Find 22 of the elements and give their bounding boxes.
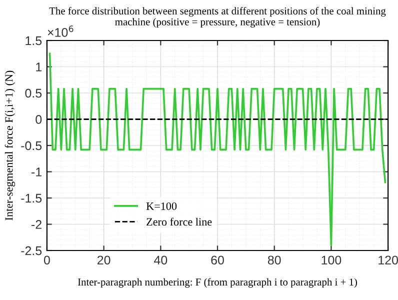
legend-label: K=100 — [146, 202, 177, 210]
y-tick-label: -1 — [32, 168, 42, 176]
x-tick-label: 20 — [97, 256, 110, 265]
legend-label: Zero force line — [146, 218, 212, 226]
x-tick-label: 0 — [44, 256, 50, 265]
y-tick-label: 1.5 — [26, 36, 42, 46]
y-tick-label: 0.5 — [25, 88, 42, 98]
x-tick-label: 40 — [154, 256, 168, 265]
x-tick-label: 100 — [322, 256, 342, 265]
x-axis-title: Inter-paragraph numbering: F (from paragraph i to paragraph i + 1) — [78, 278, 357, 288]
y-tick-label: 1 — [36, 62, 42, 72]
x-tick-label: 80 — [268, 256, 281, 265]
y-tick-label: -2.5 — [21, 246, 42, 256]
y-tick-label: 0 — [36, 115, 42, 124]
y-tick-label: -2 — [32, 220, 42, 229]
line-series — [48, 52, 386, 246]
text: ×10$^{6}$ — [48, 25, 74, 37]
y-axis-title: Inter-segmental force F(i,i+1) (N) — [4, 70, 16, 220]
y-tick-label: -1.5 — [21, 194, 42, 203]
x-tick-label: 120 — [378, 256, 398, 265]
x-tick-label: 60 — [211, 256, 224, 265]
y-tick-label: -0.5 — [21, 141, 42, 150]
